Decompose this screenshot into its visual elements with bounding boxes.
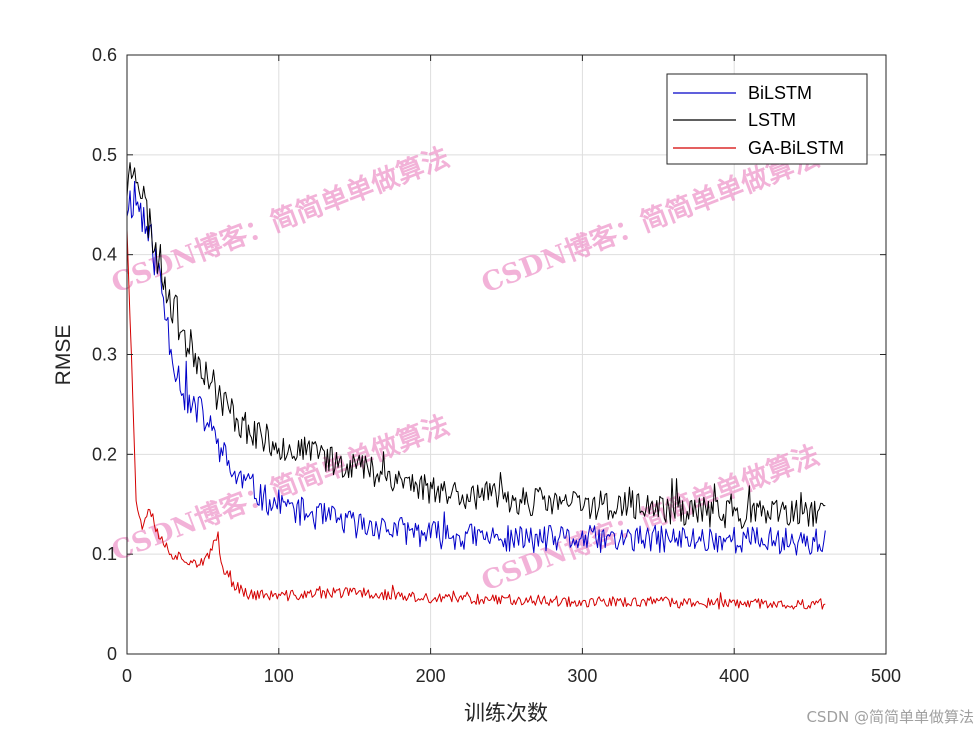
y-tick-label: 0.4: [92, 245, 117, 265]
series-layer: [126, 162, 826, 610]
y-axis-label: RMSE: [52, 325, 75, 386]
credit-text: CSDN @简简单单做算法: [806, 708, 974, 726]
x-tick-label: 0: [122, 666, 132, 686]
x-tick-label: 500: [871, 666, 901, 686]
y-tick-label: 0.3: [92, 345, 117, 365]
x-tick-label: 100: [264, 666, 294, 686]
legend-label-lstm: LSTM: [748, 110, 796, 130]
x-axis-label: 训练次数: [464, 702, 548, 725]
x-tick-label: 300: [567, 666, 597, 686]
y-tick-label: 0.5: [92, 145, 117, 165]
series-line-lstm: [126, 162, 826, 529]
y-tick-label: 0.6: [92, 45, 117, 65]
y-tick-label: 0.2: [92, 444, 117, 464]
legend-label-ga-bilstm: GA-BiLSTM: [748, 138, 844, 158]
legend-label-bilstm: BiLSTM: [748, 83, 812, 103]
y-tick-label: 0: [107, 644, 117, 664]
series-line-bilstm: [126, 180, 826, 556]
legend-box: [666, 73, 868, 165]
y-tick-label: 0.1: [92, 544, 117, 564]
grid-lines: [126, 54, 887, 655]
x-tick-label: 400: [719, 666, 749, 686]
tick-layer: 0 100 200 300 400 500 0 0.1 0.2 0.3 0.4 0.5 0.6: [92, 45, 901, 686]
legend: BiLSTM LSTM GA-BiLSTM: [666, 73, 868, 165]
series-line-ga-bilstm: [126, 229, 826, 610]
x-tick-label: 200: [416, 666, 446, 686]
